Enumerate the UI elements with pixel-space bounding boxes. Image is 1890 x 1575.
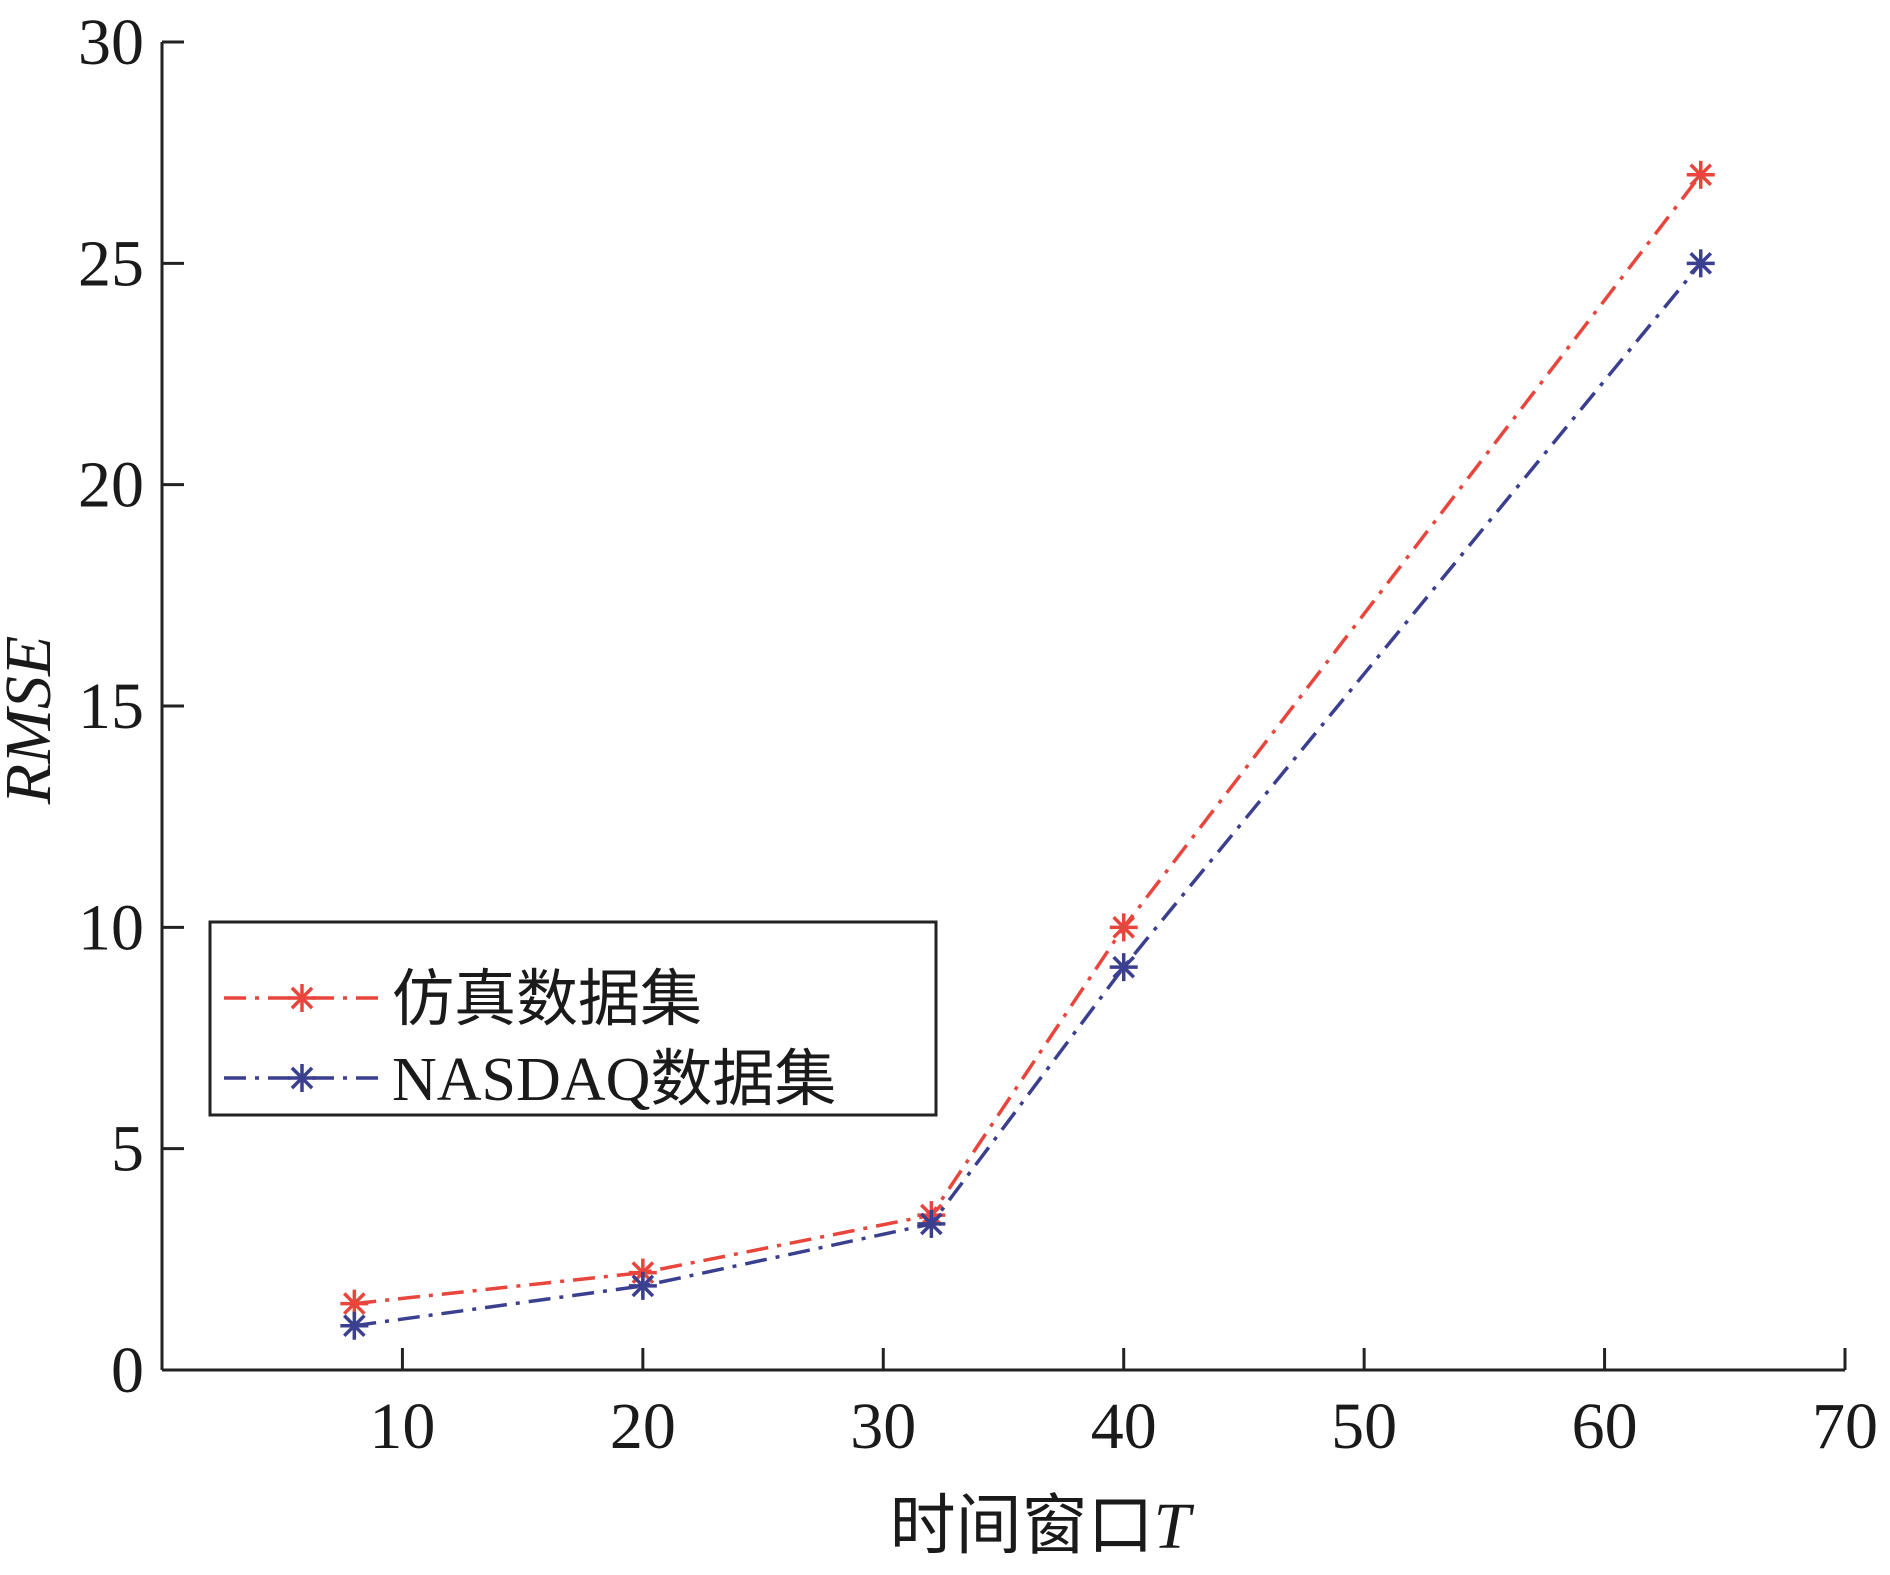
x-axis-title-text: 时间窗口 xyxy=(890,1490,1154,1563)
y-tick-label: 25 xyxy=(78,227,144,300)
series-line-1 xyxy=(354,173,1703,1306)
y-tick-label: 20 xyxy=(78,449,144,522)
series-2-point xyxy=(628,1271,657,1300)
legend-marker-2 xyxy=(288,1064,316,1092)
y-tick-label: 15 xyxy=(78,670,144,743)
x-axis-title: 时间窗口T xyxy=(890,1490,1195,1563)
legend-box xyxy=(208,920,938,1117)
legend: 仿真数据集 NASDAQ数据集 xyxy=(208,920,938,1117)
series-1-point xyxy=(1686,160,1715,189)
series-line-2 xyxy=(354,262,1703,1328)
x-tick-label: 70 xyxy=(1812,1390,1878,1463)
series-2-point xyxy=(917,1209,946,1238)
legend-label-1: 仿真数据集 xyxy=(392,966,702,1034)
y-axis-title: RMSE xyxy=(0,636,65,806)
series-2-point xyxy=(340,1311,369,1340)
y-tick-label: 10 xyxy=(78,891,144,964)
y-tick-label: 5 xyxy=(111,1113,144,1186)
y-tick-label: 0 xyxy=(111,1334,144,1407)
x-axis-title-variable: T xyxy=(1154,1490,1195,1563)
x-tick-label: 10 xyxy=(369,1390,435,1463)
series-2-point xyxy=(1109,953,1138,982)
legend-label-2: NASDAQ数据集 xyxy=(392,1046,836,1114)
axes xyxy=(160,42,1845,1372)
series-layer xyxy=(340,160,1715,1340)
x-tick-label: 40 xyxy=(1091,1390,1157,1463)
x-tick-label: 60 xyxy=(1572,1390,1638,1463)
x-axis-ticks: 10 20 30 40 50 60 70 xyxy=(369,1348,1878,1463)
y-tick-label: 30 xyxy=(78,6,144,79)
x-tick-label: 30 xyxy=(850,1390,916,1463)
x-tick-label: 50 xyxy=(1331,1390,1397,1463)
series-2-point xyxy=(1686,249,1715,278)
series-1-point xyxy=(1109,913,1138,942)
x-tick-label: 20 xyxy=(610,1390,676,1463)
y-axis-ticks: 0 5 10 15 20 25 30 xyxy=(78,6,184,1407)
legend-marker-1 xyxy=(288,984,316,1012)
